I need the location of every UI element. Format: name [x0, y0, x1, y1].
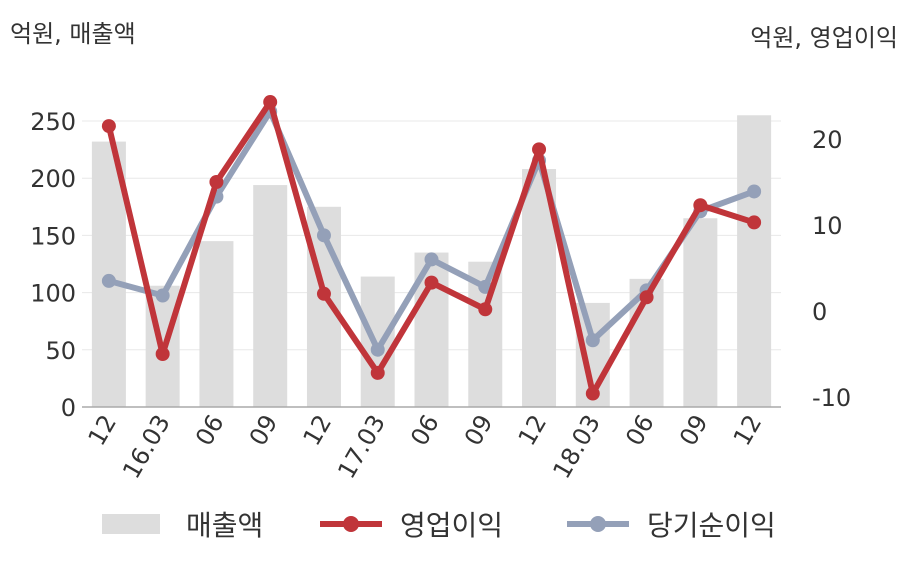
- bar-sales: [683, 218, 718, 407]
- point-net-income: [101, 273, 116, 288]
- x-tick-label: 12: [83, 410, 123, 450]
- left-tick-label: 0: [61, 394, 76, 422]
- point-operating-profit: [316, 286, 331, 301]
- bar-sales: [253, 185, 288, 407]
- point-operating-profit: [101, 119, 116, 134]
- x-tick-label: 12: [298, 410, 338, 450]
- x-tick-label: 06: [190, 410, 230, 450]
- point-net-income: [155, 288, 170, 303]
- legend-item-net-income: 당기순이익: [565, 504, 776, 544]
- x-tick-label: 12: [513, 410, 553, 450]
- legend-label-sales: 매출액: [186, 509, 264, 542]
- legend-label-net-income: 당기순이익: [647, 509, 776, 542]
- point-operating-profit: [585, 386, 600, 401]
- point-operating-profit: [639, 290, 654, 305]
- x-tick-label: 09: [459, 410, 499, 450]
- right-tick-label: 20: [812, 126, 843, 154]
- legend-swatch-operating-profit: [320, 516, 382, 532]
- bar-sales: [360, 276, 395, 407]
- left-axis-unit: 억원, 매출액: [10, 20, 136, 48]
- bar-sales: [737, 115, 772, 407]
- point-operating-profit: [747, 215, 762, 230]
- x-tick-label: 06: [620, 410, 660, 450]
- left-tick-label: 100: [30, 280, 76, 308]
- point-net-income: [747, 184, 762, 199]
- point-operating-profit: [532, 142, 547, 157]
- left-tick-label: 50: [45, 337, 76, 365]
- right-tick-label: 10: [812, 212, 843, 240]
- right-tick-label: -10: [812, 384, 851, 412]
- x-tick-label: 17.03: [332, 410, 391, 484]
- left-tick-label: 150: [30, 222, 76, 250]
- point-net-income: [424, 252, 439, 267]
- legend-item-operating-profit: 영업이익: [318, 504, 503, 544]
- point-net-income: [316, 228, 331, 243]
- legend-swatch-sales: [102, 514, 160, 534]
- point-operating-profit: [209, 175, 224, 189]
- point-operating-profit: [155, 347, 170, 361]
- point-operating-profit: [478, 302, 493, 317]
- point-operating-profit: [263, 95, 278, 110]
- legend-label-operating-profit: 영업이익: [400, 509, 504, 542]
- point-net-income: [370, 342, 385, 357]
- legend-swatch-net-income: [567, 516, 629, 532]
- left-tick-label: 200: [30, 165, 76, 193]
- legend-item-sales: 매출액: [102, 504, 263, 544]
- point-operating-profit: [370, 365, 385, 380]
- x-tick-label: 16.03: [117, 410, 176, 484]
- bar-sales: [199, 241, 234, 407]
- x-tick-label: 09: [674, 410, 714, 450]
- x-tick-label: 12: [728, 410, 768, 450]
- point-net-income: [585, 333, 600, 348]
- right-tick-label: 0: [812, 298, 827, 326]
- x-tick-label: 06: [405, 410, 445, 450]
- left-tick-label: 250: [30, 108, 76, 136]
- point-operating-profit: [693, 198, 708, 213]
- x-tick-label: 09: [244, 410, 284, 450]
- x-tick-label: 18.03: [547, 410, 606, 484]
- point-operating-profit: [424, 275, 439, 290]
- right-axis-unit: 억원, 영업이익: [750, 24, 898, 52]
